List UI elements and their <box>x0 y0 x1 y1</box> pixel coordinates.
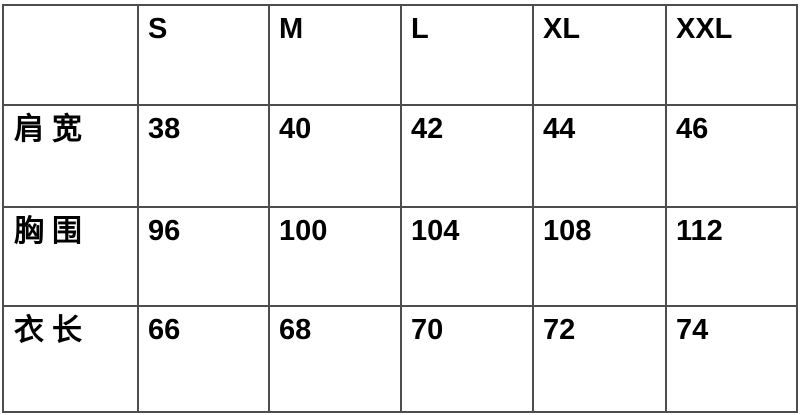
row-chest: 胸围 96 100 104 108 112 <box>2 206 798 307</box>
cell-shoulder-xl: 44 <box>532 104 667 208</box>
cell-chest-m: 100 <box>268 206 402 307</box>
cell-length-l: 70 <box>400 305 534 413</box>
column-header-xxl: XXL <box>665 4 798 106</box>
cell-shoulder-xxl: 46 <box>665 104 798 208</box>
cell-chest-l: 104 <box>400 206 534 307</box>
cell-shoulder-m: 40 <box>268 104 402 208</box>
row-label-shoulder-width: 肩宽 <box>2 104 139 208</box>
column-header-l: L <box>400 4 534 106</box>
column-header-m: M <box>268 4 402 106</box>
size-chart-table: S M L XL XXL 肩宽 38 40 42 44 46 胸围 96 100… <box>2 4 798 413</box>
cell-shoulder-s: 38 <box>137 104 270 208</box>
row-shoulder-width: 肩宽 38 40 42 44 46 <box>2 104 798 208</box>
cell-chest-xl: 108 <box>532 206 667 307</box>
cell-length-s: 66 <box>137 305 270 413</box>
cell-chest-s: 96 <box>137 206 270 307</box>
row-label-length: 衣长 <box>2 305 139 413</box>
row-length: 衣长 66 68 70 72 74 <box>2 305 798 413</box>
row-label-chest: 胸围 <box>2 206 139 307</box>
cell-chest-xxl: 112 <box>665 206 798 307</box>
cell-length-m: 68 <box>268 305 402 413</box>
corner-cell <box>2 4 139 106</box>
cell-length-xl: 72 <box>532 305 667 413</box>
column-header-xl: XL <box>532 4 667 106</box>
header-row: S M L XL XXL <box>2 4 798 106</box>
cell-length-xxl: 74 <box>665 305 798 413</box>
column-header-s: S <box>137 4 270 106</box>
cell-shoulder-l: 42 <box>400 104 534 208</box>
